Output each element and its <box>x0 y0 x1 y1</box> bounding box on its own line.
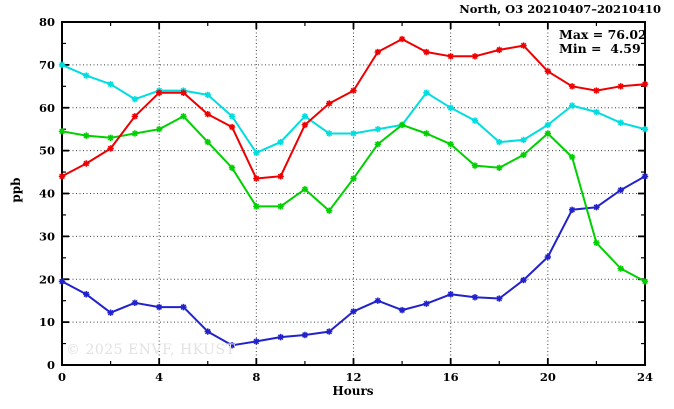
x-tick-label: 4 <box>155 370 163 384</box>
x-tick-label: 0 <box>58 370 66 384</box>
y-tick-label: 50 <box>39 144 55 158</box>
legend-max-label: Max = 76.02 <box>559 27 647 42</box>
y-tick-label: 70 <box>39 58 55 72</box>
series-markers-blue-series <box>58 173 649 349</box>
y-tick-label: 20 <box>39 272 55 286</box>
y-tick-label: 80 <box>39 15 55 29</box>
series-markers-green-series <box>58 113 649 285</box>
y-tick-label: 40 <box>39 187 55 201</box>
y-axis-label: ppb <box>9 177 23 203</box>
y-tick-label: 30 <box>39 229 55 243</box>
x-tick-label: 24 <box>637 370 653 384</box>
legend-min-label: Min = 4.59 <box>559 41 641 56</box>
watermark: © 2025 ENVF, HKUST <box>66 342 236 358</box>
x-tick-label: 20 <box>540 370 556 384</box>
series-line-red-series <box>61 38 646 180</box>
x-tick-label: 12 <box>345 370 361 384</box>
x-axis-label: Hours <box>332 384 374 398</box>
y-tick-label: 0 <box>47 358 55 372</box>
x-tick-label: 8 <box>252 370 260 384</box>
y-tick-label: 60 <box>39 101 55 115</box>
legend: Max = 76.02 Min = 4.59 <box>559 28 647 56</box>
series-markers-red-series <box>58 35 649 182</box>
chart-title: North, O3 20210407–20210410 <box>459 2 661 16</box>
y-tick-label: 10 <box>39 315 55 329</box>
x-tick-label: 16 <box>443 370 459 384</box>
